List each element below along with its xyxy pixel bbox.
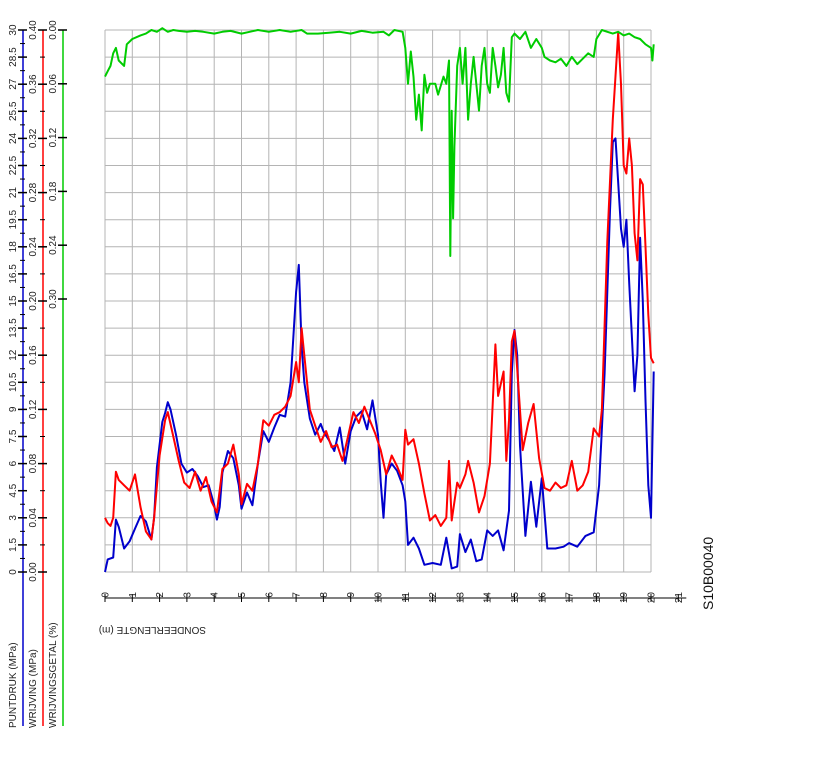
friction-tick-label: 0.08 [28,453,39,473]
friction-tick-label: 0.16 [28,345,39,365]
friction-tick-label: 0.40 [28,20,39,40]
x-tick-label: 12 [428,592,439,604]
x-tick-label: 0 [101,592,112,598]
cone-tick-label: 27 [8,78,19,90]
ratio-tick-label: 0.30 [48,289,59,309]
x-tick-label: 6 [264,592,275,598]
cone-tick-label: 28.5 [8,47,19,67]
friction-tick-label: 0.36 [28,74,39,94]
cone-tick-label: 12 [8,349,19,361]
cone-tick-label: 7.5 [8,429,19,443]
cone-tick-label: 24 [8,132,19,144]
cone-tick-label: 25.5 [8,101,19,121]
x-tick-label: 1 [128,592,139,598]
x-tick-label: 20 [647,592,658,604]
ratio-tick-label: 0.18 [48,181,59,201]
cone-tick-label: 6 [8,460,19,466]
x-tick-label: 16 [537,592,548,604]
friction-axis-title: WRIJVING (MPa) [28,649,39,728]
x-tick-label: 15 [510,592,521,604]
cone-tick-label: 3 [8,515,19,521]
cone-tick-label: 1.5 [8,538,19,552]
x-tick-label: 4 [210,592,221,598]
chart-grid [104,29,652,573]
x-tick-label: 17 [565,592,576,604]
x-tick-label: 2 [155,592,166,598]
ratio-tick-label: 0.12 [48,127,59,147]
ratio-tick-label: 0.00 [48,20,59,40]
chart-axes: 0 1 2 3 4 5 6 7 8 9 10 11 12 13 14 15 16 17 18 19 20 2101.534… [8,20,687,728]
x-tick-label: 10 [374,592,385,604]
x-tick-label: 5 [237,592,248,598]
friction-tick-label: 0.24 [28,237,39,257]
x-axis-title: SONDEERLENGTE (m) [99,624,206,635]
friction-tick-label: 0.20 [28,291,39,311]
cone-tick-label: 13.5 [8,318,19,338]
cone-tick-label: 9 [8,406,19,412]
cone-tick-label: 21 [8,187,19,199]
cone-axis-title: PUNTDRUK (MPa) [8,642,19,728]
friction-tick-label: 0.28 [28,182,39,202]
x-tick-label: 8 [319,592,330,598]
x-tick-label: 7 [292,592,303,598]
x-tick-label: 3 [182,592,193,598]
x-tick-label: 9 [346,592,357,598]
x-tick-label: 21 [674,592,685,604]
cone-tick-label: 19.5 [8,210,19,230]
x-tick-label: 14 [483,592,494,604]
cone-tick-label: 10.5 [8,372,19,392]
friction-tick-label: 0.04 [28,508,39,528]
friction-tick-label: 0.12 [28,399,39,419]
ratio-axis-title: WRIJVINGSGETAL (%) [48,622,59,728]
cone-tick-label: 18 [8,241,19,253]
sheet-id: S10B00040 [700,537,716,610]
friction-series-line [104,31,655,541]
ratio-tick-label: 0.24 [48,235,59,255]
cone-tick-label: 22.5 [8,155,19,175]
x-tick-label: 11 [401,592,412,603]
cone-tick-label: 15 [8,295,19,307]
x-tick-label: 13 [455,592,466,604]
plot-area [104,27,655,573]
ratio-tick-label: 0.06 [48,74,59,94]
cone-tick-label: 0 [8,569,19,575]
cone-tick-label: 4.5 [8,483,19,497]
cone-series-line [104,137,655,573]
x-tick-label: 18 [592,592,603,604]
friction-tick-label: 0.00 [28,562,39,582]
x-tick-label: 19 [619,592,630,604]
cone-tick-label: 16.5 [8,264,19,284]
ratio-series-line [104,27,655,257]
friction-tick-label: 0.32 [28,128,39,148]
cone-tick-label: 30 [8,24,19,36]
